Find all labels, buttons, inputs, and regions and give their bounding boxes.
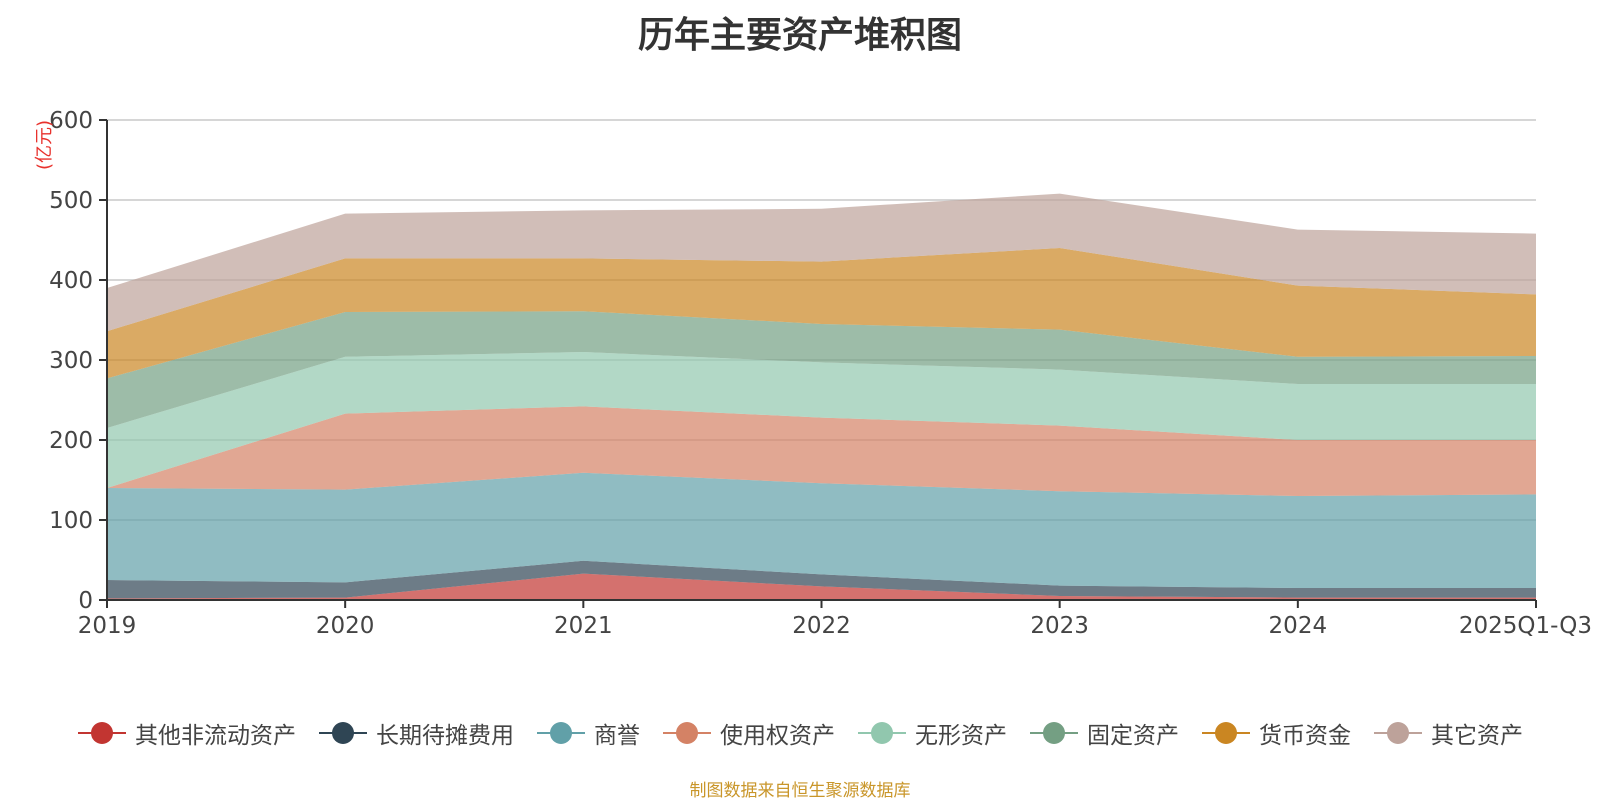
stacked-area-chart: 0 100 200 300 400 500 600 2019 2020 2021 2022 2023 2…	[34, 108, 1592, 639]
area-series-0[interactable]	[107, 573, 1536, 600]
legend-item-5[interactable]: 固定资产	[1029, 716, 1179, 750]
area-series-group	[107, 193, 1536, 600]
area-series-3[interactable]	[107, 406, 1536, 496]
legend-marker-icon	[1030, 722, 1078, 744]
y-axis-unit-label: (亿元)	[34, 120, 55, 170]
area-series-2[interactable]	[107, 472, 1536, 588]
legend-marker-icon	[537, 722, 585, 744]
area-series-7[interactable]	[107, 193, 1536, 332]
x-tick-label-4: 2023	[1030, 613, 1089, 639]
legend-label: 货币资金	[1259, 723, 1351, 749]
legend-marker-icon	[858, 722, 906, 744]
legend-item-4[interactable]: 无形资产	[857, 716, 1007, 750]
chart-title: 历年主要资产堆积图	[637, 15, 962, 56]
x-tick-label-2: 2021	[554, 613, 613, 639]
legend-label: 商誉	[594, 723, 640, 749]
x-tick-label-6: 2025Q1-Q3	[1459, 613, 1592, 639]
legend: 其他非流动资产 长期待摊费用 商誉 使用权资产 无形资产 固定资产 货币资金 其它资产	[0, 716, 1600, 750]
y-tick-label-0: 0	[78, 588, 93, 614]
legend-label: 长期待摊费用	[376, 723, 514, 749]
legend-marker-icon	[78, 722, 126, 744]
legend-item-0[interactable]: 其他非流动资产	[77, 716, 296, 750]
area-series-5[interactable]	[107, 311, 1536, 428]
y-tick-label-4: 400	[49, 268, 93, 294]
x-tick-label-5: 2024	[1269, 613, 1328, 639]
source-note: 制图数据来自恒生聚源数据库	[689, 781, 911, 801]
area-series-6[interactable]	[107, 248, 1536, 379]
legend-marker-icon	[319, 722, 367, 744]
legend-marker-icon	[663, 722, 711, 744]
y-tick-label-3: 300	[49, 348, 93, 374]
legend-label: 其他非流动资产	[135, 723, 296, 749]
legend-item-3[interactable]: 使用权资产	[662, 716, 835, 750]
y-tick-label-1: 100	[49, 508, 93, 534]
x-tick-label-1: 2020	[316, 613, 375, 639]
axes: 0 100 200 300 400 500 600 2019 2020 2021 2022 2023 2…	[49, 108, 1592, 639]
legend-item-7[interactable]: 其它资产	[1373, 716, 1523, 750]
y-tick-label-2: 200	[49, 428, 93, 454]
legend-label: 无形资产	[915, 723, 1007, 749]
y-tick-label-5: 500	[49, 188, 93, 214]
legend-item-6[interactable]: 货币资金	[1201, 716, 1351, 750]
legend-label: 使用权资产	[720, 723, 835, 749]
x-tick-label-0: 2019	[78, 613, 137, 639]
y-tick-label-6: 600	[49, 108, 93, 134]
legend-item-1[interactable]: 长期待摊费用	[318, 716, 514, 750]
legend-item-2[interactable]: 商誉	[536, 716, 640, 750]
legend-marker-icon	[1202, 722, 1250, 744]
x-tick-label-3: 2022	[792, 613, 851, 639]
legend-label: 其它资产	[1431, 723, 1523, 749]
area-series-4[interactable]	[107, 352, 1536, 488]
area-series-1[interactable]	[107, 560, 1536, 599]
legend-label: 固定资产	[1087, 723, 1179, 749]
legend-marker-icon	[1374, 722, 1422, 744]
